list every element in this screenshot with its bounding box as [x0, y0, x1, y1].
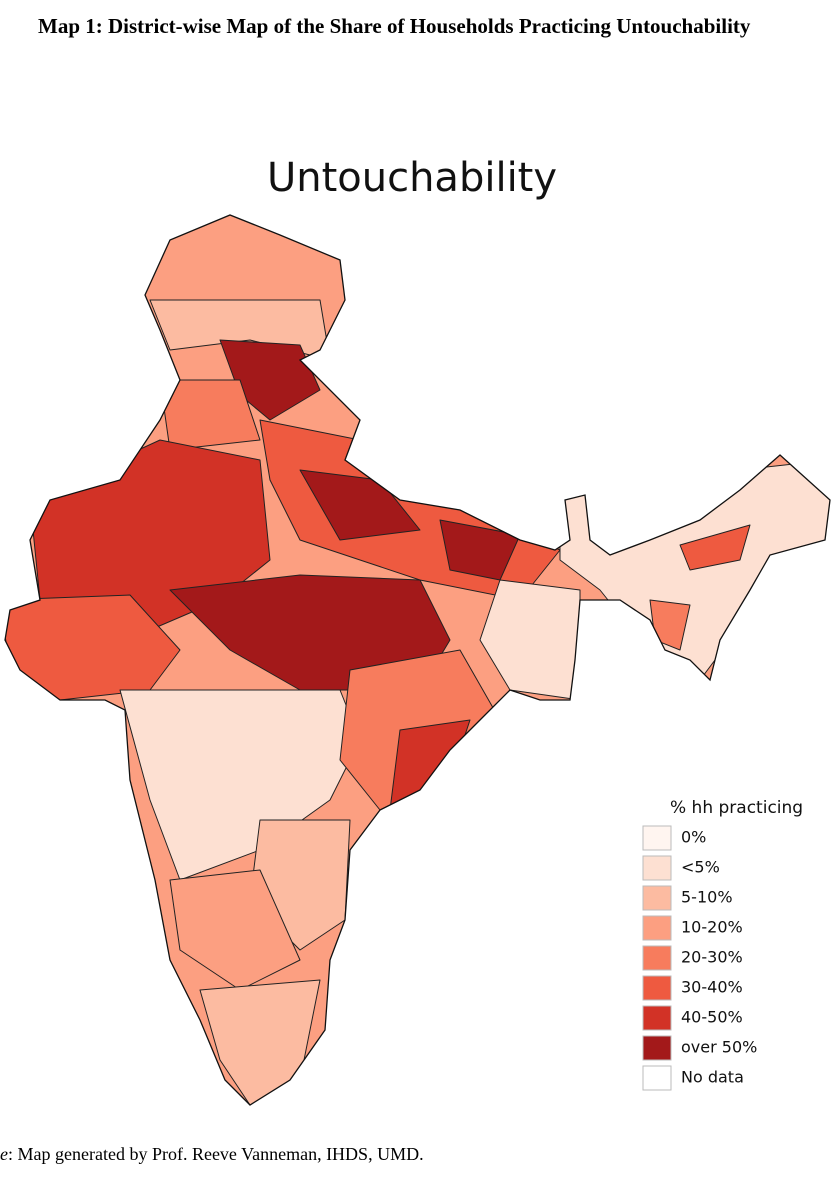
legend-label: No data: [681, 1068, 744, 1087]
source-note: e: Map generated by Prof. Reeve Vanneman…: [0, 1144, 424, 1165]
legend-label: <5%: [681, 858, 720, 877]
legend-swatch: [642, 855, 672, 881]
legend-label: 30-40%: [681, 978, 743, 997]
legend-swatch: [642, 1035, 672, 1061]
legend-title: % hh practicing: [670, 798, 803, 818]
legend-swatch: [642, 975, 672, 1001]
region-northeast: [559, 459, 830, 681]
legend-label: over 50%: [681, 1038, 757, 1057]
source-prefix: e: [0, 1144, 8, 1164]
region-odisha: [389, 719, 471, 811]
region-up-core: [299, 469, 421, 541]
region-tamilnadu: [199, 979, 321, 1105]
legend-label: 20-30%: [681, 948, 743, 967]
legend-label: 10-20%: [681, 918, 743, 937]
legend-swatch: [642, 885, 672, 911]
legend-swatch: [642, 915, 672, 941]
legend-label: 0%: [681, 828, 706, 847]
region-assam: [679, 524, 751, 571]
legend-label: 40-50%: [681, 1008, 743, 1027]
region-bengal: [479, 579, 581, 701]
region-punjab: [159, 379, 261, 451]
legend-label: 5-10%: [681, 888, 733, 907]
legend-swatch: [642, 1005, 672, 1031]
source-text: : Map generated by Prof. Reeve Vanneman,…: [8, 1144, 424, 1164]
legend: % hh practicing 0% <5% 5-10% 10-20% 20-30% 30…: [642, 798, 803, 1091]
legend-swatch: [642, 945, 672, 971]
legend-swatch: [642, 825, 672, 851]
map-title: Untouchability: [267, 155, 557, 201]
legend-swatch: [642, 1065, 672, 1091]
figure-title: Map 1: District-wise Map of the Share of…: [38, 14, 751, 38]
region-karnataka: [169, 869, 301, 991]
